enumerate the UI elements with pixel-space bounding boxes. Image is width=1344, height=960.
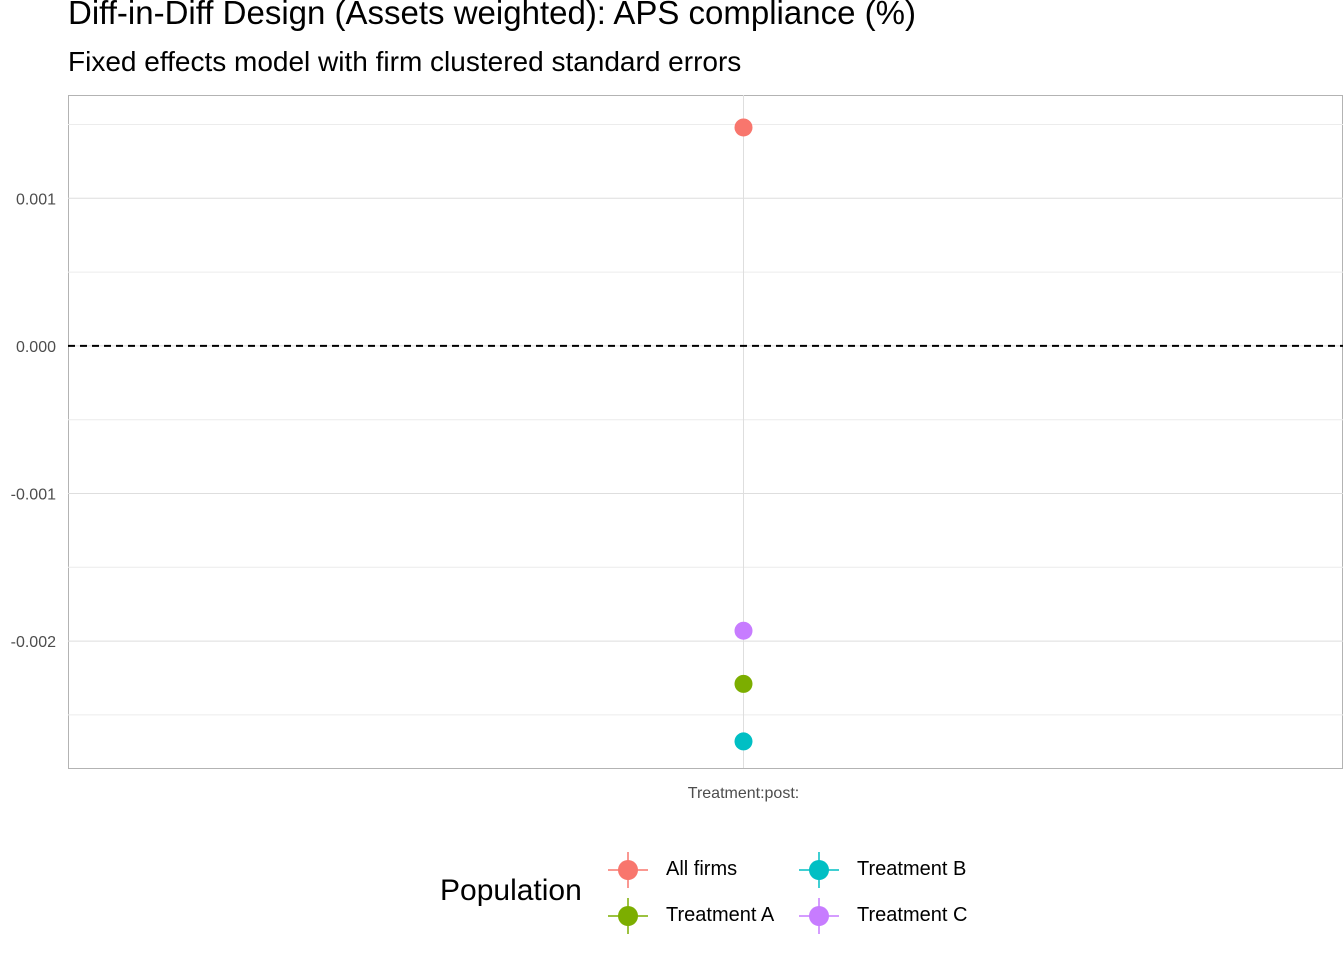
y-tick-label: 0.001 — [16, 191, 56, 208]
x-tick-label: Treatment:post: — [688, 785, 799, 802]
data-point-treatment-a — [734, 674, 753, 693]
y-tick-label: -0.002 — [11, 634, 56, 651]
legend-label-all-firms: All firms — [666, 858, 738, 880]
data-point-treatment-c — [734, 621, 753, 640]
legend-title: Population — [440, 874, 582, 907]
legend-key-all-firms — [618, 860, 638, 880]
data-point-all-firms — [734, 118, 753, 137]
legend-key-treatment-a — [618, 906, 638, 926]
data-point-treatment-b — [734, 732, 753, 751]
y-tick-label: 0.000 — [16, 339, 56, 356]
legend-label-treatment-a: Treatment A — [666, 904, 775, 926]
legend-key-treatment-b — [809, 860, 829, 880]
chart-subtitle: Fixed effects model with firm clustered … — [68, 46, 742, 77]
legend-label-treatment-b: Treatment B — [857, 858, 967, 880]
legend-key-treatment-c — [809, 906, 829, 926]
y-tick-label: -0.001 — [11, 486, 56, 503]
chart-title: Diff-in-Diff Design (Assets weighted): A… — [68, 0, 916, 31]
legend-label-treatment-c: Treatment C — [857, 904, 968, 926]
plot-panel-border — [68, 95, 1343, 769]
